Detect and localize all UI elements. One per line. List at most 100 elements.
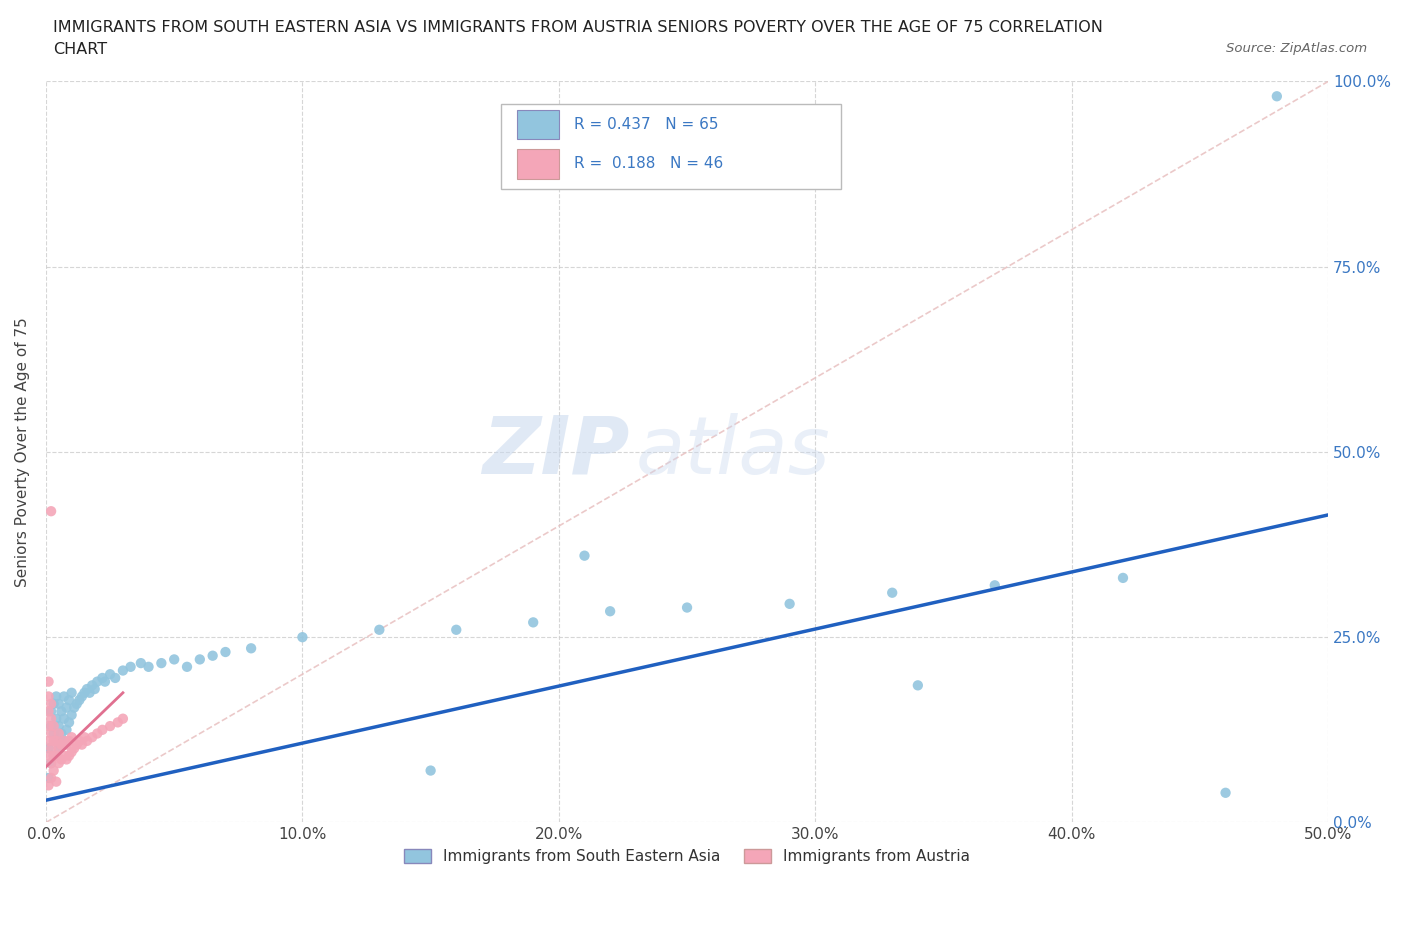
Point xyxy=(48,719,70,734)
Point xyxy=(55,737,77,752)
Point xyxy=(39,704,62,719)
Point xyxy=(214,644,236,659)
Point xyxy=(138,659,160,674)
Point xyxy=(188,652,211,667)
Text: R = 0.437   N = 65: R = 0.437 N = 65 xyxy=(574,117,718,132)
Point xyxy=(163,652,186,667)
Point xyxy=(907,678,929,693)
Point xyxy=(39,741,62,756)
Point xyxy=(39,711,62,726)
Point xyxy=(39,726,62,741)
Point xyxy=(58,693,80,708)
Point xyxy=(52,749,75,764)
Point xyxy=(60,685,83,700)
Point xyxy=(86,674,108,689)
Point xyxy=(51,726,73,741)
Point xyxy=(83,682,105,697)
Point xyxy=(39,756,62,771)
Point xyxy=(60,730,83,745)
Point xyxy=(66,697,89,711)
Point xyxy=(39,504,62,519)
Point xyxy=(60,745,83,760)
Point xyxy=(42,749,65,764)
Point xyxy=(39,697,62,711)
Point xyxy=(38,749,60,764)
Point xyxy=(42,734,65,749)
Point xyxy=(676,600,699,615)
Point xyxy=(120,659,142,674)
Text: Source: ZipAtlas.com: Source: ZipAtlas.com xyxy=(1226,42,1367,55)
Point xyxy=(150,656,173,671)
Point xyxy=(1215,785,1237,800)
Text: R =  0.188   N = 46: R = 0.188 N = 46 xyxy=(574,156,724,171)
Point xyxy=(58,715,80,730)
Point xyxy=(66,737,89,752)
Point xyxy=(51,752,73,767)
Point xyxy=(176,659,198,674)
FancyBboxPatch shape xyxy=(516,149,558,179)
Point xyxy=(58,734,80,749)
Point xyxy=(76,682,98,697)
Point xyxy=(111,711,134,726)
Point xyxy=(38,777,60,792)
Text: CHART: CHART xyxy=(53,42,107,57)
Point xyxy=(779,596,801,611)
Point xyxy=(48,756,70,771)
Point xyxy=(368,622,391,637)
Point xyxy=(107,715,129,730)
Point xyxy=(48,741,70,756)
Point xyxy=(39,756,62,771)
Point xyxy=(45,689,67,704)
Point xyxy=(38,704,60,719)
Point xyxy=(38,734,60,749)
Point xyxy=(882,585,904,600)
Point xyxy=(79,685,101,700)
Point xyxy=(42,697,65,711)
Point xyxy=(70,737,93,752)
Point xyxy=(48,741,70,756)
Point xyxy=(63,700,86,715)
Point xyxy=(91,671,114,685)
Text: atlas: atlas xyxy=(636,413,831,491)
Point xyxy=(45,749,67,764)
Point xyxy=(91,723,114,737)
FancyBboxPatch shape xyxy=(501,103,841,189)
Point xyxy=(67,693,90,708)
Point xyxy=(129,656,152,671)
Point xyxy=(52,734,75,749)
Point xyxy=(48,697,70,711)
Point xyxy=(1265,89,1288,104)
Point xyxy=(48,726,70,741)
Point xyxy=(51,704,73,719)
Point xyxy=(52,734,75,749)
Point xyxy=(42,719,65,734)
Point xyxy=(38,689,60,704)
Point xyxy=(73,685,96,700)
Point xyxy=(42,749,65,764)
Point xyxy=(599,604,621,618)
Point xyxy=(45,734,67,749)
Point xyxy=(98,719,121,734)
Point xyxy=(94,674,117,689)
Point xyxy=(76,734,98,749)
Point xyxy=(63,741,86,756)
Point xyxy=(111,663,134,678)
Point xyxy=(45,711,67,726)
Point xyxy=(201,648,224,663)
Point xyxy=(73,730,96,745)
Point xyxy=(51,737,73,752)
Y-axis label: Seniors Poverty Over the Age of 75: Seniors Poverty Over the Age of 75 xyxy=(15,317,30,587)
Point xyxy=(60,708,83,723)
Point xyxy=(1112,570,1135,585)
Point xyxy=(58,749,80,764)
Point xyxy=(104,671,127,685)
Point xyxy=(45,775,67,790)
Point xyxy=(52,689,75,704)
Point xyxy=(419,764,441,778)
Point xyxy=(55,752,77,767)
Point xyxy=(45,734,67,749)
Point xyxy=(984,578,1007,592)
Point xyxy=(38,741,60,756)
Point xyxy=(291,630,314,644)
Point xyxy=(522,615,544,630)
